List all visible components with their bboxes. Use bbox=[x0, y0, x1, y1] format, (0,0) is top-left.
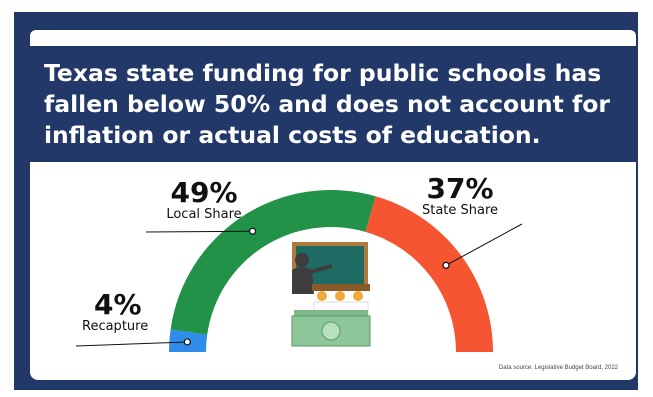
top-white-band bbox=[30, 30, 636, 46]
gauge-labels: 4%Recapture 49%Local Share 37%State Share bbox=[75, 172, 523, 347]
teacher-at-chalkboard-icon bbox=[292, 242, 370, 321]
chart-panel: 4% Recapture 49% Local Share 37% State Share … bbox=[30, 162, 636, 380]
leader-dot-recapture bbox=[183, 338, 191, 346]
leader-dot-local-share bbox=[248, 227, 257, 235]
category-label-recapture: Recapture bbox=[82, 319, 148, 334]
leader-line-state-share bbox=[445, 223, 523, 266]
arc-state-share bbox=[365, 196, 493, 352]
leader-dot-state-share bbox=[442, 261, 450, 269]
money-icon bbox=[291, 310, 371, 347]
leader-line-recapture bbox=[75, 341, 188, 347]
value-label-local-share: 49% bbox=[170, 176, 237, 209]
category-label-local-share: Local Share bbox=[166, 207, 241, 222]
headline: Texas state funding for public schools h… bbox=[44, 59, 610, 149]
illustration bbox=[291, 242, 371, 347]
arc-local-share bbox=[170, 189, 376, 335]
value-label-state-share: 37% bbox=[426, 172, 493, 205]
leader-line-local-share bbox=[145, 230, 253, 233]
source-note: Data source: Legislative Budget Board, 2… bbox=[499, 365, 619, 371]
category-label-state-share: State Share bbox=[422, 203, 498, 218]
value-label-recapture: 4% bbox=[94, 288, 142, 321]
